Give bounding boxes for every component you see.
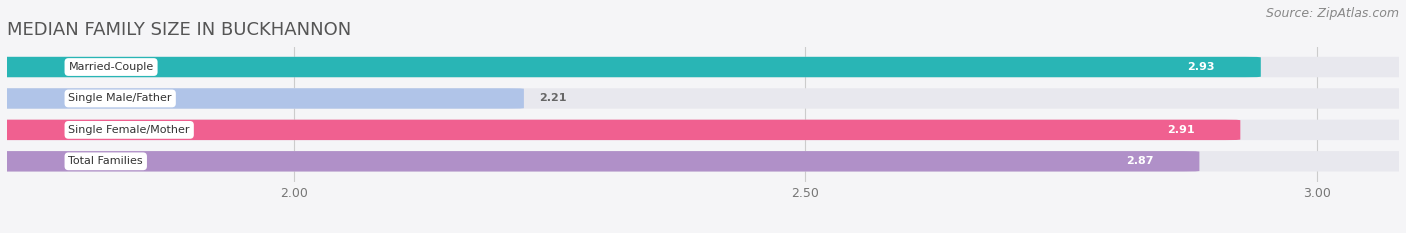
Text: 2.91: 2.91: [1167, 125, 1194, 135]
FancyBboxPatch shape: [0, 57, 1406, 77]
Text: Single Female/Mother: Single Female/Mother: [69, 125, 190, 135]
FancyBboxPatch shape: [0, 57, 1261, 77]
Text: MEDIAN FAMILY SIZE IN BUCKHANNON: MEDIAN FAMILY SIZE IN BUCKHANNON: [7, 21, 351, 39]
FancyBboxPatch shape: [0, 88, 524, 109]
FancyBboxPatch shape: [0, 120, 1406, 140]
Text: Single Male/Father: Single Male/Father: [69, 93, 172, 103]
Text: 2.87: 2.87: [1126, 156, 1153, 166]
FancyBboxPatch shape: [0, 120, 1240, 140]
Text: 2.93: 2.93: [1187, 62, 1215, 72]
FancyBboxPatch shape: [0, 88, 1406, 109]
FancyBboxPatch shape: [0, 151, 1406, 171]
Text: Married-Couple: Married-Couple: [69, 62, 153, 72]
Text: Total Families: Total Families: [69, 156, 143, 166]
Text: 2.21: 2.21: [540, 93, 567, 103]
FancyBboxPatch shape: [0, 151, 1199, 171]
Text: Source: ZipAtlas.com: Source: ZipAtlas.com: [1265, 7, 1399, 20]
